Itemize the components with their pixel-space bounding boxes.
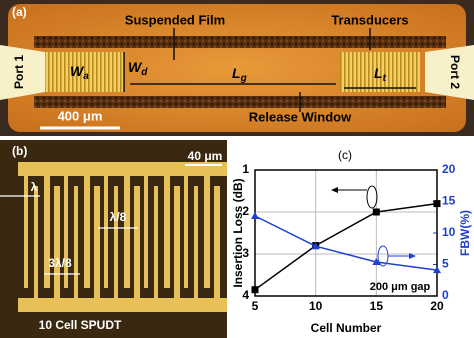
y2-tick-label: 15 xyxy=(442,194,456,208)
finger xyxy=(154,186,158,298)
x-axis-label: Cell Number xyxy=(311,321,382,335)
label: λ xyxy=(31,180,38,194)
finger xyxy=(164,176,170,288)
chart-title: (c) xyxy=(338,148,352,162)
marker xyxy=(251,286,259,294)
label-main: W xyxy=(70,63,85,79)
label: Release Window xyxy=(249,109,352,124)
finger xyxy=(124,176,130,288)
label-sub: g xyxy=(240,73,247,84)
label: Suspended Film xyxy=(125,12,225,27)
finger xyxy=(64,176,68,288)
panel-b xyxy=(0,140,227,338)
y2-tick-label: 0 xyxy=(442,288,449,302)
label: Port 1 xyxy=(12,55,26,89)
panel-b-labels: (b) 40 μm λ λ/8 3λ/8 10 Cell SPUDT xyxy=(0,144,222,332)
marker xyxy=(251,211,259,219)
label-main: L xyxy=(232,65,241,81)
annotation-arrowhead xyxy=(409,253,416,259)
panel-c xyxy=(228,140,474,338)
finger xyxy=(144,176,148,288)
y-tick-label: 4 xyxy=(242,288,249,302)
finger xyxy=(94,186,100,298)
finger xyxy=(214,186,220,298)
label-sub: d xyxy=(141,67,148,78)
scale-label: 40 μm xyxy=(188,149,223,163)
annotation: 200 μm gap xyxy=(370,281,431,293)
x-tick-label: 20 xyxy=(430,299,444,313)
finger xyxy=(34,186,38,298)
finger xyxy=(204,176,210,288)
y-tick-label: 2 xyxy=(242,204,249,218)
label: 3λ/8 xyxy=(48,256,72,270)
y2-axis-label: FBW(%) xyxy=(458,210,472,256)
y-tick-label: 3 xyxy=(242,246,249,260)
x-tick-label: 5 xyxy=(252,299,259,313)
marker xyxy=(433,200,441,208)
finger xyxy=(114,186,118,298)
label: Transducers xyxy=(331,12,408,27)
plot-frame xyxy=(254,169,438,297)
label: Wa xyxy=(70,63,89,82)
x-tick-label: 10 xyxy=(309,299,323,313)
finger xyxy=(194,186,198,298)
panel-label: (a) xyxy=(12,5,27,19)
y2-tick-label: 10 xyxy=(442,225,456,239)
panel-a: (a) Suspended Film Transducers Port 1 Po… xyxy=(0,0,474,136)
caption: 10 Cell SPUDT xyxy=(39,318,122,332)
label: Port 2 xyxy=(448,55,462,89)
finger xyxy=(54,186,60,298)
marker xyxy=(372,257,381,265)
finger xyxy=(84,176,90,288)
series-line xyxy=(254,202,438,291)
finger xyxy=(24,176,28,288)
label: Wd xyxy=(128,59,148,78)
annotation-ellipse xyxy=(366,185,378,209)
y-axis-label: Insertion Loss (dB) xyxy=(231,178,245,287)
annotation-arrowhead xyxy=(331,187,338,193)
label: λ/8 xyxy=(110,210,127,224)
x-tick-label: 15 xyxy=(370,299,384,313)
finger xyxy=(134,186,140,298)
marker xyxy=(311,242,320,250)
finger xyxy=(174,186,180,298)
label-main: L xyxy=(374,65,383,81)
chart: 5 10 15 20 1 2 3 4 0 5 10 15 20 (c) Cell Number Inserti… xyxy=(231,148,472,335)
finger xyxy=(184,176,188,288)
series-line xyxy=(254,215,438,271)
finger xyxy=(44,176,50,288)
label-main: W xyxy=(128,59,143,75)
panel-label: (b) xyxy=(12,144,27,158)
marker xyxy=(433,266,441,274)
label: Lg xyxy=(232,65,247,84)
marker xyxy=(372,208,380,216)
label-sub: t xyxy=(383,73,387,84)
finger xyxy=(74,186,78,298)
label: Lt xyxy=(374,65,387,84)
y-tick-label: 1 xyxy=(242,162,249,176)
scale-label: 400 μm xyxy=(58,108,103,123)
y2-tick-label: 5 xyxy=(442,257,449,271)
label-sub: a xyxy=(83,71,89,82)
y2-tick-label: 20 xyxy=(442,162,456,176)
finger xyxy=(104,176,108,288)
